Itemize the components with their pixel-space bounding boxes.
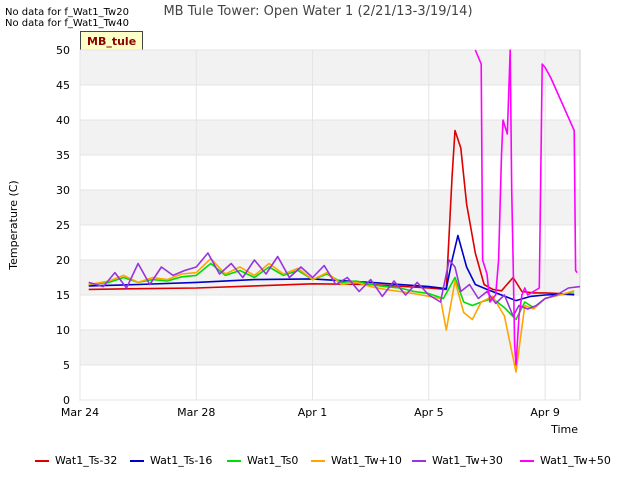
y-tick-label: 50 [56, 44, 70, 57]
legend-swatch [311, 460, 325, 462]
legend-swatch [227, 460, 241, 462]
legend-item: Wat1_Tw+50 [520, 454, 611, 467]
legend-label: Wat1_Tw+50 [540, 454, 611, 467]
x-tick-label: Apr 5 [414, 406, 444, 419]
x-tick-label: Mar 24 [61, 406, 99, 419]
legend-item: Wat1_Ts0 [227, 454, 298, 467]
legend-item: Wat1_Ts-32 [35, 454, 117, 467]
legend-label: Wat1_Tw+10 [331, 454, 402, 467]
legend-swatch [412, 460, 426, 462]
chart-title: MB Tule Tower: Open Water 1 (2/21/13-3/1… [163, 4, 472, 19]
x-tick-label: Apr 1 [298, 406, 328, 419]
y-tick-label: 15 [56, 289, 70, 302]
y-tick-label: 10 [56, 324, 70, 337]
x-tick-label: Mar 28 [177, 406, 215, 419]
series-line-wat1-tw-30 [88, 252, 581, 317]
series-line-wat1-ts-32 [88, 129, 575, 296]
legend-item: Wat1_Tw+10 [311, 454, 402, 467]
y-tick-label: 25 [56, 219, 70, 232]
legend-item: Wat1_Ts-16 [130, 454, 212, 467]
y-axis-label: Temperature (C) [7, 180, 20, 270]
series-line-wat1-ts-16 [88, 234, 575, 302]
legend-label: Wat1_Ts-16 [150, 454, 213, 467]
legend-swatch [520, 460, 534, 462]
background-band [80, 120, 580, 155]
legend-label: Wat1_Ts0 [247, 454, 299, 467]
y-tick-label: 30 [56, 184, 70, 197]
y-tick-label: 5 [63, 359, 70, 372]
y-tick-label: 35 [56, 149, 70, 162]
series-lines [88, 49, 581, 373]
legend-swatch [130, 460, 144, 462]
x-axis-label: Time [550, 423, 578, 436]
background-band [80, 50, 580, 85]
y-axis: 0 5 10 15 20 25 30 35 40 45 50 [56, 44, 580, 407]
legend-item: Wat1_Tw+30 [412, 454, 503, 467]
x-tick-label: Apr 9 [530, 406, 560, 419]
y-tick-label: 20 [56, 254, 70, 267]
background-band [80, 330, 580, 365]
background-band [80, 190, 580, 225]
x-axis: Mar 24 Mar 28 Apr 1 Apr 5 Apr 9 [61, 50, 560, 419]
legend-swatch [35, 460, 49, 462]
y-tick-label: 45 [56, 79, 70, 92]
series-line-wat1-tw-10 [88, 257, 575, 373]
series-line-wat1-ts0 [88, 262, 575, 321]
legend-label: Wat1_Ts-32 [55, 454, 118, 467]
no-data-note-tw40: No data for f_Wat1_Tw40 [5, 18, 129, 29]
no-data-note-tw20: No data for f_Wat1_Tw20 [5, 7, 129, 18]
y-tick-label: 0 [63, 394, 70, 407]
legend-label: Wat1_Tw+30 [432, 454, 503, 467]
series-line-wat1-tw-50 [474, 49, 578, 366]
y-tick-label: 40 [56, 114, 70, 127]
